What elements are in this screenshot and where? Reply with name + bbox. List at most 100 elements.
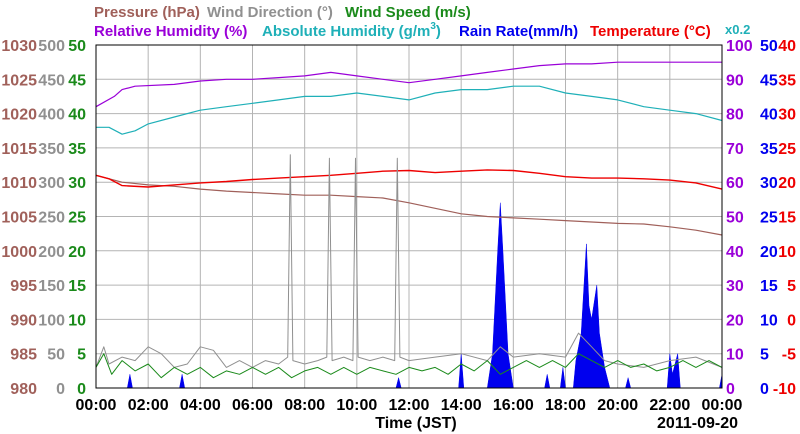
x-axis-label: Time (JST) [375, 415, 457, 432]
wind-speed-tick-label: 10 [68, 312, 86, 329]
humidity-tick-label: 50 [726, 210, 744, 227]
series-absolute-humidity-g-m3 [96, 85, 723, 135]
legend-absolute-humidity-close: ) [436, 23, 441, 40]
x-tick-label: 00:00 [76, 397, 117, 414]
legend-rain-scale: x0.2 [725, 22, 750, 37]
x-tick-label: 00:00 [702, 397, 743, 414]
x-tick-label: 04:00 [180, 397, 221, 414]
x-tick-label: 08:00 [284, 397, 325, 414]
x-tick-label: 22:00 [649, 397, 690, 414]
rain-rate-tick-label: 35 [760, 141, 778, 158]
legend-wind-speed: Wind Speed (m/s) [345, 4, 471, 21]
wind-speed-tick-label: 40 [68, 107, 86, 124]
humidity-tick-label: 100 [726, 38, 753, 55]
x-tick-label: 10:00 [336, 397, 377, 414]
rain-rate-tick-label: 5 [760, 347, 769, 364]
temperature-tick-label: -5 [782, 347, 796, 364]
humidity-tick-label: 90 [726, 72, 744, 89]
series-wind-direction [95, 154, 723, 368]
series-pressure-hpa [95, 174, 723, 236]
rain-rate-tick-label: 25 [760, 210, 778, 227]
temperature-tick-label: -10 [773, 381, 796, 398]
pressure-tick-label: 985 [10, 347, 37, 364]
legend-temperature: Temperature (°C) [590, 23, 711, 40]
wind-direction-tick-label: 300 [38, 175, 65, 192]
temperature-tick-label: 10 [778, 244, 796, 261]
legend-relative-humidity: Relative Humidity (%) [94, 23, 247, 40]
pressure-tick-label: 1025 [1, 72, 37, 89]
humidity-tick-label: 0 [726, 381, 735, 398]
temperature-tick-label: 15 [778, 210, 796, 227]
humidity-tick-label: 20 [726, 312, 744, 329]
pressure-tick-label: 1005 [1, 210, 37, 227]
wind-speed-tick-label: 5 [77, 347, 86, 364]
series-temperature-c [95, 169, 723, 190]
gridlines [96, 45, 722, 388]
pressure-tick-label: 1010 [1, 175, 37, 192]
wind-speed-tick-label: 15 [68, 278, 86, 295]
rain-rate-tick-label: 20 [760, 244, 778, 261]
humidity-tick-label: 10 [726, 347, 744, 364]
temperature-tick-label: 25 [778, 141, 796, 158]
rain-rate-tick-label: 15 [760, 278, 778, 295]
legend-pressure: Pressure (hPa) [94, 4, 200, 21]
legend-absolute-humidity: Absolute Humidity (g/m3) [262, 21, 441, 40]
wind-direction-tick-label: 250 [38, 210, 65, 227]
legend-rain-rate: Rain Rate(mm/h) [459, 23, 578, 40]
temperature-tick-label: 35 [778, 72, 796, 89]
rain-rate-tick-label: 50 [760, 38, 778, 55]
legend-wind-direction: Wind Direction (°) [207, 4, 333, 21]
x-axis: 00:00 02:00 04:00 06:00 08:00 10:00 12:00 14:00… [76, 397, 743, 414]
wind-direction-tick-label: 0 [56, 381, 65, 398]
wind-direction-tick-label: 500 [38, 38, 65, 55]
wind-direction-tick-label: 400 [38, 107, 65, 124]
rain-rate-tick-label: 40 [760, 107, 778, 124]
x-tick-label: 16:00 [493, 397, 534, 414]
rain-rate-tick-label: 0 [760, 381, 769, 398]
pressure-tick-label: 995 [10, 278, 37, 295]
temperature-tick-label: 5 [787, 278, 796, 295]
pressure-tick-label: 1000 [1, 244, 37, 261]
pressure-tick-label: 990 [10, 312, 37, 329]
wind-direction-tick-label: 50 [47, 347, 65, 364]
series-relative-humidity [95, 61, 722, 108]
temperature-tick-label: 20 [778, 175, 796, 192]
x-tick-label: 06:00 [232, 397, 273, 414]
rain-rate-tick-label: 10 [760, 312, 778, 329]
wind-direction-tick-label: 450 [38, 72, 65, 89]
wind-speed-tick-label: 0 [77, 381, 86, 398]
humidity-tick-label: 40 [726, 244, 744, 261]
axis-temperature: 40 35 30 25 20 15 10 5 0 -5 -10 [773, 38, 796, 398]
wind-direction-tick-label: 350 [38, 141, 65, 158]
pressure-tick-label: 1020 [1, 107, 37, 124]
humidity-tick-label: 70 [726, 141, 744, 158]
wind-direction-tick-label: 150 [38, 278, 65, 295]
legend: Pressure (hPa) Wind Direction (°) Wind S… [94, 4, 750, 40]
temperature-tick-label: 0 [787, 312, 796, 329]
pressure-tick-label: 980 [10, 381, 37, 398]
x-tick-label: 18:00 [545, 397, 586, 414]
pressure-tick-label: 1030 [1, 38, 37, 55]
plot-frame [95, 44, 723, 389]
x-tick-label: 14:00 [441, 397, 482, 414]
wind-speed-tick-label: 20 [68, 244, 86, 261]
wind-speed-tick-label: 30 [68, 175, 86, 192]
series-lines [95, 61, 723, 379]
temperature-tick-label: 40 [778, 38, 796, 55]
x-tick-label: 02:00 [128, 397, 169, 414]
rain-rate-tick-label: 30 [760, 175, 778, 192]
pressure-tick-label: 1015 [1, 141, 37, 158]
series-rain-rate-mm-h [96, 202, 723, 389]
wind-speed-tick-label: 35 [68, 141, 86, 158]
humidity-tick-label: 60 [726, 175, 744, 192]
humidity-tick-label: 80 [726, 107, 744, 124]
wind-speed-tick-label: 45 [68, 72, 86, 89]
rain-rate-tick-label: 45 [760, 72, 778, 89]
axis-pressure: 1030 1025 1020 1015 1010 1005 1000 995 990 985 980 [1, 38, 37, 398]
legend-absolute-humidity-sup: 3 [430, 21, 436, 32]
